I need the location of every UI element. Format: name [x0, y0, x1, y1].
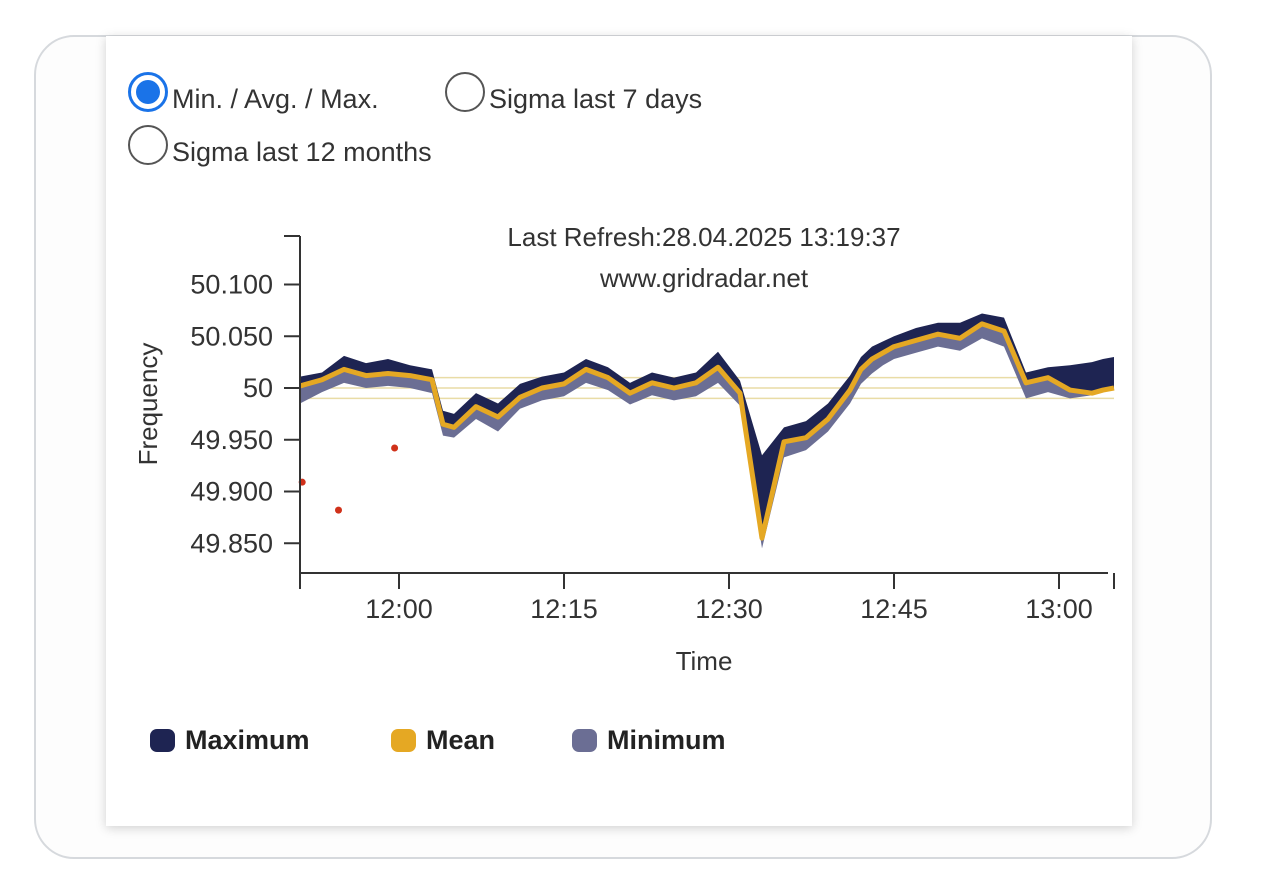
- chart-annotation-url: www.gridradar.net: [599, 263, 809, 293]
- radio-sigma-7-days[interactable]: Sigma last 7 days: [445, 68, 702, 115]
- legend-item-mean: Mean: [391, 725, 495, 756]
- x-tick-label: 12:30: [695, 594, 763, 624]
- x-tick-label: 13:00: [1025, 594, 1093, 624]
- series-minimum-area: [300, 323, 1114, 549]
- y-axis-ticks: 49.850 49.900 49.950 50 50.050 50.100: [190, 235, 300, 558]
- radio-sigma-12-months[interactable]: Sigma last 12 months: [128, 121, 432, 168]
- y-axis-label: Frequency: [133, 343, 163, 466]
- x-tick-label: 12:00: [365, 594, 433, 624]
- radio-label-sigma-12-months: Sigma last 12 months: [172, 137, 432, 167]
- legend-label-maximum: Maximum: [185, 725, 310, 755]
- outlier-point: [335, 506, 342, 514]
- legend-item-minimum: Minimum: [572, 725, 726, 756]
- series-areas: [299, 313, 1115, 549]
- x-axis-label: Time: [676, 646, 733, 676]
- legend-swatch-maximum: [150, 729, 175, 752]
- series-maximum-area: [300, 313, 1114, 539]
- legend-swatch-mean: [391, 729, 416, 752]
- legend-label-mean: Mean: [426, 725, 496, 755]
- legend-item-maximum: Maximum: [150, 725, 310, 756]
- y-tick-label: 50.050: [190, 321, 273, 351]
- legend-label-minimum: Minimum: [607, 725, 726, 755]
- legend-swatch-minimum: [572, 729, 597, 752]
- x-axis-ticks: 12:00 12:15 12:30 12:45 13:00: [299, 573, 1115, 624]
- y-tick-label: 50.100: [190, 270, 273, 300]
- y-tick-label: 49.950: [190, 425, 273, 455]
- y-tick-label: 50: [243, 373, 273, 403]
- radio-button-checked[interactable]: [128, 71, 168, 112]
- series-mean-line: [299, 321, 1115, 541]
- outlier-points: [298, 444, 399, 514]
- radio-min-avg-max[interactable]: Min. / Avg. / Max.: [128, 68, 379, 115]
- y-tick-label: 49.850: [190, 528, 273, 558]
- x-tick-label: 12:45: [860, 594, 928, 624]
- radio-button[interactable]: [128, 124, 168, 165]
- radio-label-min-avg-max: Min. / Avg. / Max.: [172, 84, 379, 114]
- chart-annotation-refresh: Last Refresh:28.04.2025 13:19:37: [507, 222, 900, 252]
- chart-panel: [106, 36, 1132, 826]
- radio-button[interactable]: [445, 71, 485, 112]
- outlier-point: [391, 444, 399, 452]
- y-tick-label: 49.900: [190, 477, 273, 507]
- x-tick-label: 12:15: [530, 594, 598, 624]
- radio-label-sigma-7-days: Sigma last 7 days: [489, 84, 703, 114]
